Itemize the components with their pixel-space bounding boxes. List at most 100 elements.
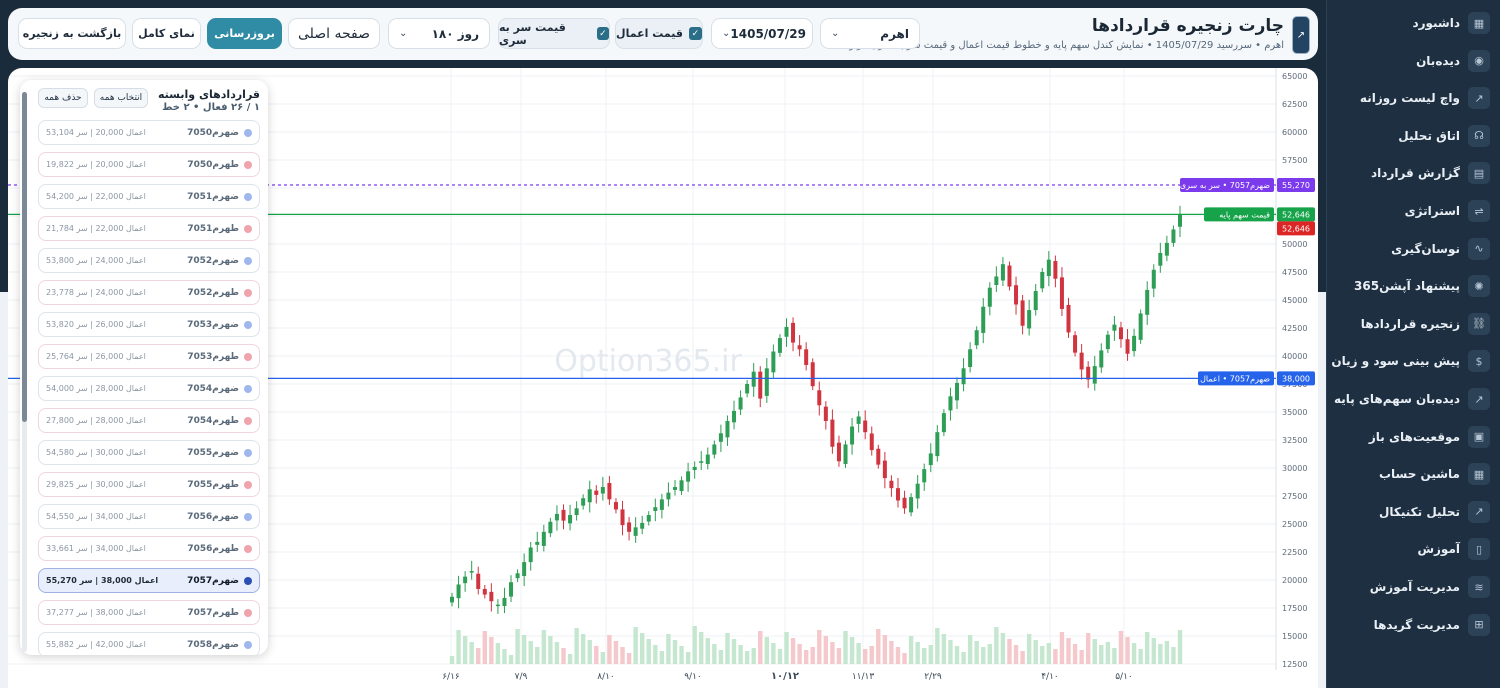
x-tick-label: ۴/۱۰ — [1041, 672, 1059, 682]
contract-item[interactable]: طهرم7056 اعمال 34,000 | سر 33,661 — [38, 536, 260, 561]
sidebar-item-dashboard-grid[interactable]: ▦ داشبورد — [1336, 10, 1490, 36]
sidebar-item-grid-plus[interactable]: ⊞ مدیریت گریدها — [1336, 612, 1490, 638]
clear-all-button[interactable]: حذف همه — [38, 88, 88, 108]
candle-body — [1178, 214, 1182, 227]
volume-bar — [521, 635, 527, 664]
candle-body — [830, 419, 835, 447]
contract-item[interactable]: ضهرم7052 اعمال 24,000 | سر 53,800 — [38, 248, 260, 273]
contract-item[interactable]: طهرم7051 اعمال 22,000 | سر 21,784 — [38, 216, 260, 241]
sidebar-item-layers[interactable]: ≋ مدیریت آموزش — [1336, 574, 1490, 600]
sidebar-item-line-chart[interactable]: ↗ دیده‌بان سهم‌های پایه — [1333, 386, 1490, 412]
y-tick-label: 45000 — [1282, 296, 1307, 305]
last-price-value: 52,646 — [1282, 224, 1310, 233]
breakeven-checkbox[interactable]: ✓ قیمت سر به سری — [498, 18, 610, 49]
sidebar-item-sparkle[interactable]: ✺ پیشنهاد آپشن365 — [1336, 273, 1490, 299]
sidebar-item-document[interactable]: ▤ گزارش قرارداد — [1336, 160, 1490, 186]
volume-bar — [1105, 642, 1111, 664]
checkmark-icon: ✓ — [596, 27, 609, 40]
volume-bar — [1131, 643, 1137, 664]
contract-item[interactable]: ضهرم7057 اعمال 38,000 | سر 55,270 — [38, 568, 260, 593]
volume-bar — [548, 636, 553, 664]
strike-line-tag — [1198, 371, 1274, 386]
contract-item[interactable]: ضهرم7050 اعمال 20,000 | سر 53,104 — [38, 120, 260, 145]
sidebar-item-label: مدیریت گریدها — [1373, 617, 1460, 632]
scrollbar-thumb[interactable] — [22, 92, 27, 422]
candle-body — [948, 396, 953, 411]
volume-bar — [1085, 633, 1091, 664]
contract-color-dot — [244, 544, 252, 553]
y-tick-label: 22500 — [1282, 548, 1307, 557]
candle-body — [489, 591, 494, 602]
period-select[interactable]: ⌄ ۱۸۰ روز — [388, 18, 490, 49]
strike-line-label: ضهرم7057 • اعمال — [1200, 374, 1270, 383]
line-chart-icon: ↗ — [1468, 388, 1490, 410]
contract-item[interactable]: طهرم7054 اعمال 28,000 | سر 27,800 — [38, 408, 260, 433]
volume-bar — [712, 644, 717, 664]
sidebar-item-wave-chart[interactable]: ∿ نوسان‌گیری — [1336, 236, 1490, 262]
contract-item[interactable]: ضهرم7053 اعمال 26,000 | سر 53,820 — [38, 312, 260, 337]
contract-item[interactable]: ضهرم7051 اعمال 22,000 | سر 54,200 — [38, 184, 260, 209]
volume-bar — [738, 645, 743, 664]
contract-item[interactable]: طهرم7053 اعمال 26,000 | سر 25,764 — [38, 344, 260, 369]
update-button[interactable]: بروزرسانی — [207, 18, 282, 49]
expiry-value: 1405/07/29 — [730, 26, 806, 41]
volume-bar — [1026, 634, 1032, 664]
sidebar-item-chain-link[interactable]: ⛓ زنجیره قراردادها — [1336, 311, 1490, 337]
candle-body — [1105, 334, 1110, 350]
strategy-icon: ⇌ — [1468, 200, 1490, 222]
technical-chart-icon: ↗ — [1468, 500, 1490, 523]
contract-item[interactable]: طهرم7052 اعمال 24,000 | سر 23,778 — [38, 280, 260, 305]
volume-bar — [869, 646, 874, 664]
base-price-line-value: 52,646 — [1282, 210, 1310, 219]
contract-item[interactable]: ضهرم7056 اعمال 34,000 | سر 54,550 — [38, 504, 260, 529]
volume-bar — [1053, 649, 1058, 664]
sidebar-item-headset[interactable]: ☊ اتاق تحلیل — [1336, 123, 1490, 149]
candle-body — [712, 444, 717, 455]
candle-body — [863, 420, 868, 433]
sidebar-item-strategy[interactable]: ⇌ استراتژی — [1336, 198, 1490, 224]
sidebar-item-calculator[interactable]: ▣ موقعیت‌های باز — [1336, 424, 1490, 450]
trend-chart-icon: ↗ — [1468, 87, 1490, 110]
candle-body — [627, 522, 632, 532]
candle-body — [692, 466, 697, 471]
contract-item[interactable]: طهرم7057 اعمال 38,000 | سر 37,277 — [38, 600, 260, 625]
candle-body — [725, 420, 730, 438]
volume-bar — [771, 643, 776, 664]
volume-bar — [613, 641, 619, 664]
candle-body — [594, 490, 599, 495]
y-tick-label: 20000 — [1282, 576, 1307, 585]
sidebar-item-grid-calculator[interactable]: ▦ ماشین حساب — [1336, 461, 1490, 487]
candle-body — [955, 382, 960, 401]
contract-item[interactable]: ضهرم7054 اعمال 28,000 | سر 54,000 — [38, 376, 260, 401]
contract-item[interactable]: ضهرم7055 اعمال 30,000 | سر 54,580 — [38, 440, 260, 465]
sidebar-item-dollar[interactable]: $ پیش بینی سود و زیان — [1331, 348, 1490, 374]
candle-body — [1040, 272, 1045, 289]
contract-color-dot — [244, 128, 252, 137]
contract-name: ضهرم7058 — [187, 639, 239, 650]
strike-price-checkbox[interactable]: ✓ قیمت اعمال — [615, 18, 703, 49]
volume-bar — [567, 654, 573, 664]
volume-bar — [607, 635, 612, 664]
candle-body — [672, 487, 677, 490]
y-tick-label: 40000 — [1282, 352, 1307, 361]
sidebar-item-trend-chart[interactable]: ↗ واچ لیست روزانه — [1336, 85, 1490, 111]
select-all-button[interactable]: انتخاب همه — [94, 88, 148, 108]
back-to-chain-button[interactable]: بازگشت به زنجیره — [18, 18, 126, 49]
sidebar-item-technical-chart[interactable]: ↗ تحلیل تکنیکال — [1336, 499, 1490, 525]
contracts-scrollbar[interactable] — [22, 92, 27, 652]
sidebar-item-label: دیده‌بان سهم‌های پایه — [1333, 392, 1460, 406]
symbol-select[interactable]: ⌄ اهرم — [820, 18, 920, 49]
contract-strike-breakeven: اعمال 26,000 | سر 25,764 — [46, 352, 146, 361]
contract-item[interactable]: ضهرم7058 اعمال 42,000 | سر 55,882 — [38, 632, 260, 655]
candle-body — [482, 588, 487, 595]
contract-item[interactable]: طهرم7055 اعمال 30,000 | سر 29,825 — [38, 472, 260, 497]
sidebar-item-eye[interactable]: ◉ دیده‌بان — [1336, 48, 1490, 74]
grid-calculator-icon: ▦ — [1468, 463, 1490, 486]
fullscreen-button[interactable]: نمای کامل — [132, 18, 201, 49]
candle-body — [1027, 310, 1032, 329]
expiry-select[interactable]: ⌄ 1405/07/29 — [711, 18, 813, 49]
volume-bar — [856, 643, 861, 664]
home-button[interactable]: صفحه اصلی — [288, 18, 380, 49]
sidebar-item-book[interactable]: ▯ آموزش — [1336, 536, 1490, 562]
contract-item[interactable]: طهرم7050 اعمال 20,000 | سر 19,822 — [38, 152, 260, 177]
